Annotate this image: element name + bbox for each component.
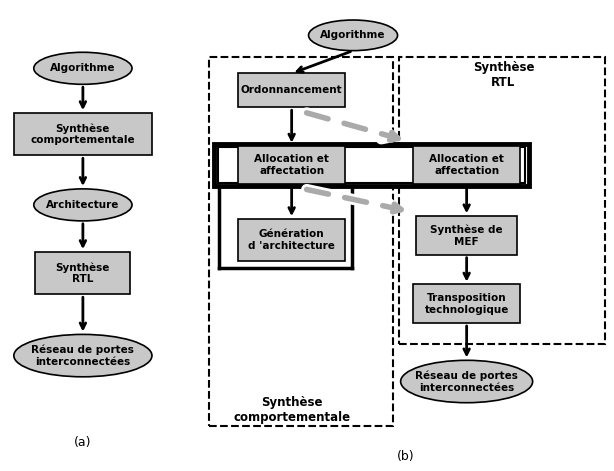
Text: Allocation et
affectation: Allocation et affectation [429, 154, 504, 176]
Bar [238, 73, 345, 107]
Ellipse shape [14, 334, 152, 377]
Bar [218, 147, 525, 183]
Text: Réseau de portes
interconnectées: Réseau de portes interconnectées [31, 345, 134, 366]
Ellipse shape [34, 189, 132, 221]
Text: Réseau de portes
interconnectées: Réseau de portes interconnectées [415, 371, 518, 392]
Bar [36, 252, 131, 294]
Bar [238, 146, 345, 184]
Ellipse shape [308, 20, 398, 51]
Text: (b): (b) [397, 450, 414, 463]
Bar [413, 284, 520, 323]
Text: Ordonnancement: Ordonnancement [241, 85, 343, 96]
Bar [209, 57, 393, 426]
Bar [214, 144, 529, 186]
Text: Architecture: Architecture [46, 200, 120, 210]
Text: Synthèse de
MEF: Synthèse de MEF [430, 225, 503, 246]
Ellipse shape [34, 52, 132, 84]
Text: Algorithme: Algorithme [321, 30, 386, 41]
Text: (a): (a) [74, 436, 91, 449]
Text: Synthèse
comportementale: Synthèse comportementale [31, 123, 135, 145]
Bar [416, 216, 518, 255]
Ellipse shape [400, 360, 533, 403]
Text: Allocation et
affectation: Allocation et affectation [254, 154, 329, 176]
Text: Transposition
technologique: Transposition technologique [424, 293, 509, 315]
Text: Algorithme: Algorithme [50, 63, 115, 73]
Bar [14, 113, 152, 155]
Text: Synthèse
RTL: Synthèse RTL [473, 61, 534, 89]
Text: Génération
d 'architecture: Génération d 'architecture [248, 229, 335, 251]
Bar [413, 146, 520, 184]
Text: Synthèse
comportementale: Synthèse comportementale [233, 396, 350, 424]
Bar [238, 219, 345, 261]
Text: Synthèse
RTL: Synthèse RTL [56, 262, 110, 284]
Bar [399, 57, 605, 344]
